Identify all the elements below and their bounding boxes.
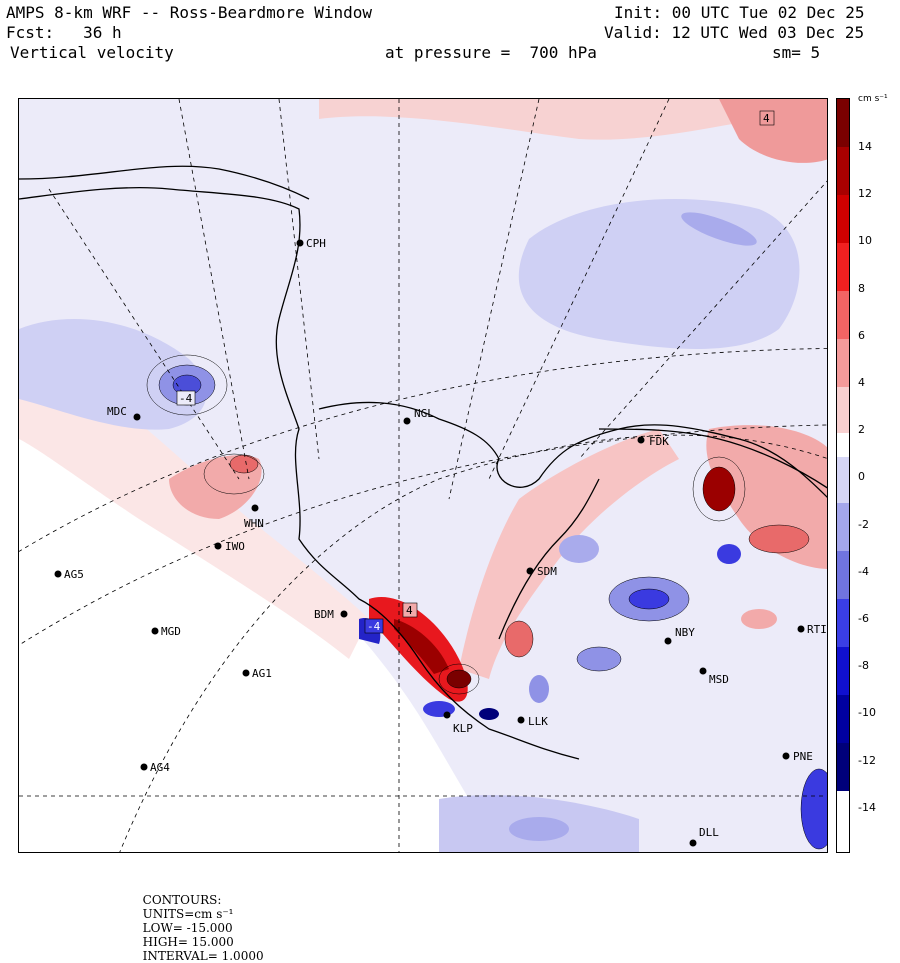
colorbar-tick: 6 xyxy=(858,328,865,342)
station-NGL[interactable]: NGL xyxy=(403,407,435,425)
field-name: Vertical velocity xyxy=(10,43,174,62)
footer-units: UNITS=cm s⁻¹ xyxy=(142,907,234,921)
station-BDM[interactable]: BDM xyxy=(314,608,348,621)
footer-contours: CONTOURS: UNITS=cm s⁻¹ LOW= -15.000 HIGH… xyxy=(135,879,270,963)
station-NBY[interactable]: NBY xyxy=(664,626,696,645)
footer-interval: INTERVAL= 1.0000 xyxy=(142,949,264,963)
colorbar-tick: 8 xyxy=(858,281,865,295)
station-WHN[interactable]: WHN xyxy=(244,504,264,531)
colorbar-tick: -12 xyxy=(858,753,876,767)
colorbar-unit: cm s⁻¹ xyxy=(858,94,888,104)
contour-label: 4 xyxy=(763,112,770,125)
colorbar-tick: -2 xyxy=(858,517,869,531)
svg-text:DLL: DLL xyxy=(699,826,719,839)
footer-high: HIGH= 15.000 xyxy=(142,935,234,949)
station-AG5[interactable]: AG5 xyxy=(54,568,84,581)
svg-text:PNE: PNE xyxy=(793,750,813,763)
colorbar-tick: 14 xyxy=(858,140,872,153)
footer-low: LOW= -15.000 xyxy=(142,921,233,935)
svg-text:LLK: LLK xyxy=(528,715,548,728)
svg-text:NGL: NGL xyxy=(414,407,434,420)
colorbar-tick: -14 xyxy=(858,800,876,814)
init-time: Init: 00 UTC Tue 02 Dec 25 xyxy=(614,3,865,22)
colorbar-tick: 10 xyxy=(858,234,872,248)
weak-ascent-north xyxy=(319,99,827,140)
forecast-hour: Fcst: 36 h xyxy=(6,23,122,42)
descent-west xyxy=(19,319,207,430)
station-AG1[interactable]: AG1 xyxy=(242,667,272,680)
coastline xyxy=(19,187,580,760)
contour-label: 4 xyxy=(406,604,413,617)
colorbar-tick: 12 xyxy=(858,187,872,201)
weak-ascent-ne xyxy=(719,99,827,163)
colorbar-tick: -8 xyxy=(858,659,869,673)
station-RTI[interactable]: RTI xyxy=(797,623,827,636)
tam-coast xyxy=(498,478,600,640)
svg-text:WHN: WHN xyxy=(244,517,264,530)
svg-text:FDK: FDK xyxy=(649,435,669,448)
svg-text:CPH: CPH xyxy=(306,237,326,250)
colorbar-tick: 4 xyxy=(858,376,865,389)
contour-label: -4 xyxy=(179,392,193,405)
station-MDC[interactable]: MDC xyxy=(107,405,141,421)
station-AG4[interactable]: AG4 xyxy=(140,761,171,774)
colorbar-tick: -4 xyxy=(858,564,869,578)
ascent-band-central xyxy=(459,429,679,679)
footer-label: CONTOURS: xyxy=(142,893,222,907)
svg-text:BDM: BDM xyxy=(314,608,334,621)
svg-text:MSD: MSD xyxy=(709,673,729,686)
valid-time: Valid: 12 UTC Wed 03 Dec 25 xyxy=(604,23,865,42)
station-MSD[interactable]: MSD xyxy=(699,667,729,687)
station-SDM[interactable]: SDM xyxy=(526,565,558,578)
station-FDK[interactable]: FDK xyxy=(637,435,670,448)
station-PNE[interactable]: PNE xyxy=(782,750,813,763)
colorbar-tick: -6 xyxy=(858,612,869,625)
svg-text:AG5: AG5 xyxy=(64,568,84,581)
colorbar-tick: 2 xyxy=(858,423,865,437)
station-DLL[interactable]: DLL xyxy=(689,826,720,847)
contour-label: -4 xyxy=(367,620,381,633)
station-MGD[interactable]: MGD xyxy=(151,625,181,638)
smoothing: sm= 5 xyxy=(772,43,821,62)
station-CPH[interactable]: CPH xyxy=(296,237,326,250)
map-title: AMPS 8-km WRF -- Ross-Beardmore Window xyxy=(6,3,373,22)
svg-text:MGD: MGD xyxy=(161,625,181,638)
svg-text:MDC: MDC xyxy=(107,405,127,418)
station-KLP[interactable]: KLP xyxy=(443,711,474,736)
colorbar xyxy=(836,98,850,853)
colorbar-tick: 0 xyxy=(858,470,865,484)
svg-text:NBY: NBY xyxy=(675,626,695,639)
station-LLK[interactable]: LLK xyxy=(517,715,549,728)
colorbar-tick: -10 xyxy=(858,706,876,720)
svg-text:AG4: AG4 xyxy=(150,761,170,774)
svg-text:SDM: SDM xyxy=(537,565,557,578)
svg-text:AG1: AG1 xyxy=(252,667,272,680)
ross-ice-front xyxy=(318,401,827,498)
station-IWO[interactable]: IWO xyxy=(214,540,245,553)
coastline-north xyxy=(19,165,310,200)
svg-text:RTI: RTI xyxy=(807,623,827,636)
svg-text:IWO: IWO xyxy=(225,540,245,553)
pressure-level: at pressure = 700 hPa xyxy=(385,43,597,62)
svg-text:KLP: KLP xyxy=(453,722,473,735)
map-panel[interactable]: -4 4 4 -4 CPH NGL MDC FDK WHN IWO AG5 SD… xyxy=(18,98,828,853)
